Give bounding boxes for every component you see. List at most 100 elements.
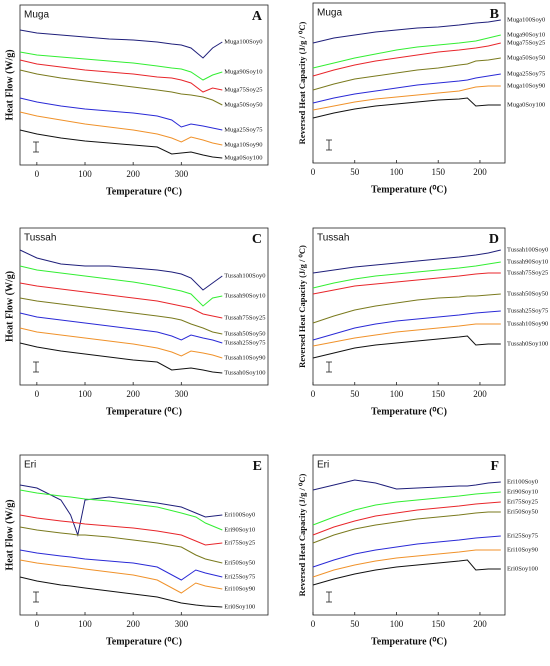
series-line <box>19 514 223 546</box>
y-axis-label: Reversed Heat Capacity (J/g / ⁰C) <box>297 474 307 597</box>
series-line <box>19 549 223 581</box>
x-axis-label: Temperature (⁰C) <box>106 636 182 647</box>
series-line <box>312 85 501 111</box>
series-label: Tussah0Soy100 <box>224 369 265 376</box>
series-label: Muga0Soy100 <box>224 154 262 161</box>
series-line <box>312 57 501 91</box>
series-line <box>19 282 223 319</box>
x-tick-label: 200 <box>473 167 487 177</box>
panel-title: Tussah <box>24 233 56 244</box>
series-line <box>312 19 501 44</box>
series-line <box>19 489 223 531</box>
series-label: Eri75Soy25 <box>507 498 538 505</box>
x-tick-label: 300 <box>175 619 189 629</box>
panel-label: C <box>252 232 262 247</box>
series-line <box>19 129 223 159</box>
x-tick-label: 0 <box>311 389 316 399</box>
series-line <box>312 549 501 578</box>
series-label: Muga0Soy100 <box>507 101 545 108</box>
panel-label: F <box>490 459 499 474</box>
series-line <box>312 310 501 341</box>
series-line <box>312 97 501 119</box>
x-tick-label: 100 <box>78 389 92 399</box>
series-label: Eri50Soy50 <box>224 559 255 566</box>
x-tick-label: 50 <box>350 619 360 629</box>
x-tick-label: 100 <box>390 619 404 629</box>
x-tick-label: 0 <box>35 169 40 179</box>
x-tick-label: 300 <box>175 169 189 179</box>
series-line <box>312 501 501 536</box>
panel-title: Muga <box>317 8 342 19</box>
panel-title: Muga <box>24 10 49 21</box>
series-line <box>19 484 223 537</box>
series-line <box>312 491 501 526</box>
x-tick-label: 150 <box>431 167 445 177</box>
series-label: Muga90Soy10 <box>507 31 545 38</box>
series-label: Tussah0Soy100 <box>507 340 548 347</box>
series-label: Eri25Soy75 <box>224 573 255 580</box>
x-tick-label: 50 <box>350 167 360 177</box>
panel-title: Eri <box>317 460 329 471</box>
series-label: Muga50Soy50 <box>224 101 262 108</box>
series-line <box>19 342 223 374</box>
series-label: Muga10Soy90 <box>224 141 262 148</box>
series-line <box>19 69 223 106</box>
series-label: Tussah10Soy90 <box>507 320 548 327</box>
panel-label: E <box>253 459 262 474</box>
series-line <box>19 51 223 81</box>
x-tick-label: 100 <box>390 167 404 177</box>
series-line <box>19 576 223 608</box>
y-axis-label: Reversed Heat Capacity (J/g / ⁰C) <box>297 245 307 368</box>
series-label: Eri75Soy25 <box>224 539 255 546</box>
y-axis-label: Heat Flow (W/g) <box>4 499 15 570</box>
x-tick-label: 200 <box>473 389 487 399</box>
series-label: Eri0Soy100 <box>507 565 538 572</box>
series-label: Muga100Soy0 <box>224 38 262 45</box>
series-label: Muga25Soy75 <box>224 126 262 133</box>
series-line <box>312 559 501 586</box>
x-tick-label: 150 <box>431 619 445 629</box>
series-line <box>19 297 223 335</box>
y-axis-label: Heat Flow (W/g) <box>4 49 15 120</box>
series-line <box>312 261 501 289</box>
series-line <box>312 34 501 69</box>
x-axis-label: Temperature (⁰C) <box>106 406 182 417</box>
plot-frame <box>312 454 506 616</box>
series-line <box>19 327 223 359</box>
series-label: Tussah50Soy50 <box>224 330 265 337</box>
series-label: Eri0Soy100 <box>224 603 255 610</box>
series-label: Tussah25Soy75 <box>507 307 548 314</box>
series-line <box>312 249 501 274</box>
x-tick-label: 200 <box>126 619 140 629</box>
x-axis-label: Temperature (⁰C) <box>106 186 182 197</box>
x-tick-label: 200 <box>126 389 140 399</box>
series-label: Eri90Soy10 <box>224 526 255 533</box>
series-label: Tussah10Soy90 <box>224 354 265 361</box>
x-tick-label: 100 <box>78 169 92 179</box>
series-label: Muga75Soy25 <box>507 39 545 46</box>
x-tick-label: 0 <box>311 167 316 177</box>
series-label: Muga75Soy25 <box>224 86 262 93</box>
x-tick-label: 100 <box>78 619 92 629</box>
series-label: Eri100Soy0 <box>507 478 538 485</box>
x-tick-label: 0 <box>311 619 316 629</box>
series-label: Eri10Soy90 <box>224 585 255 592</box>
series-line <box>19 559 223 594</box>
y-axis-label: Reversed Heat Capacity (J/g / ⁰C) <box>297 22 307 145</box>
series-line <box>312 42 501 77</box>
series-label: Eri50Soy50 <box>507 508 538 515</box>
plot-frame <box>19 4 269 166</box>
series-line <box>19 265 223 307</box>
series-label: Tussah100Soy0 <box>507 246 548 253</box>
series-label: Eri90Soy10 <box>507 488 538 495</box>
x-tick-label: 100 <box>390 389 404 399</box>
series-line <box>19 312 223 344</box>
series-line <box>312 73 501 104</box>
x-axis-label: Temperature (⁰C) <box>371 636 447 647</box>
plot-frame <box>19 227 269 386</box>
x-axis-label: Temperature (⁰C) <box>371 406 447 417</box>
series-line <box>312 293 501 324</box>
panel-title: Eri <box>24 460 36 471</box>
series-line <box>19 29 223 59</box>
